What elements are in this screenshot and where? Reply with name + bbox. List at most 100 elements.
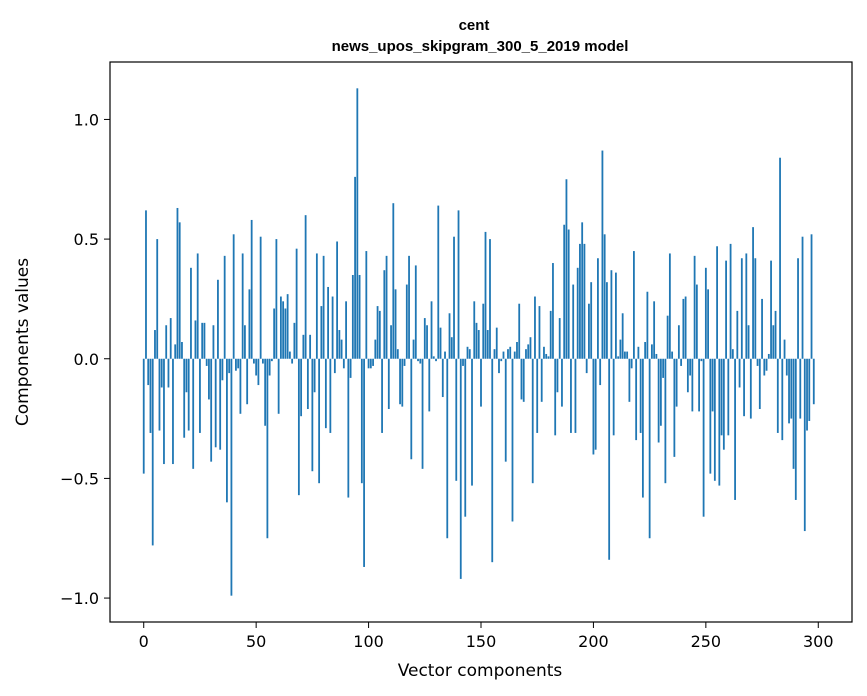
bar	[194, 320, 197, 359]
bar	[686, 358, 689, 393]
bar	[462, 358, 464, 366]
bar	[412, 339, 415, 359]
bar	[300, 358, 303, 417]
bar	[345, 301, 347, 359]
bar	[540, 358, 543, 402]
bar	[145, 210, 147, 359]
bar	[196, 253, 199, 359]
bar	[253, 358, 255, 364]
bar	[709, 358, 712, 474]
bar	[626, 351, 629, 359]
bar	[149, 358, 152, 433]
bar	[635, 358, 638, 441]
bar	[457, 210, 460, 359]
bar	[624, 351, 626, 359]
bar	[437, 205, 440, 359]
bar	[534, 296, 536, 359]
x-tick-label: 300	[803, 632, 834, 651]
bar	[767, 353, 770, 359]
bar	[428, 358, 431, 412]
bar	[758, 358, 761, 410]
bar	[511, 358, 514, 522]
bar	[329, 358, 332, 433]
bar	[810, 234, 813, 359]
bar	[792, 358, 795, 469]
bar	[475, 322, 478, 359]
bar	[617, 356, 620, 359]
bar	[288, 351, 291, 359]
bar	[151, 358, 154, 546]
bar	[572, 284, 575, 359]
bar	[693, 255, 696, 359]
plot-area-frame	[109, 61, 853, 623]
bar	[633, 251, 635, 359]
bar	[790, 358, 793, 419]
bar	[527, 344, 530, 359]
bar	[671, 351, 674, 359]
bar	[185, 358, 188, 393]
bar	[259, 236, 262, 359]
bar	[181, 342, 183, 359]
bar	[237, 358, 240, 369]
bar	[302, 334, 305, 359]
bar	[608, 358, 611, 560]
bar	[486, 330, 489, 359]
bar	[192, 358, 195, 469]
bar	[722, 358, 725, 450]
bar	[668, 253, 671, 359]
bar	[459, 358, 462, 579]
bar	[772, 325, 775, 359]
bar	[336, 241, 338, 359]
bar	[700, 358, 703, 362]
bar	[221, 358, 224, 381]
bar	[489, 239, 491, 359]
bar	[585, 358, 588, 374]
bar	[360, 358, 363, 484]
bar	[390, 325, 392, 359]
bar	[615, 272, 617, 359]
bar	[219, 358, 222, 450]
x-tick-label: 150	[466, 632, 497, 651]
bar	[657, 358, 660, 443]
bar	[702, 358, 705, 517]
bar	[165, 325, 168, 359]
y-axis-ticks: −1.0 −0.5 0.0 0.5 1.0	[60, 110, 110, 608]
bar	[603, 234, 606, 359]
bar	[522, 358, 525, 402]
bar	[268, 358, 271, 376]
x-tick-label: 0	[139, 632, 149, 651]
bar	[500, 358, 503, 362]
bar	[396, 349, 399, 359]
bar	[799, 358, 802, 419]
bar	[518, 303, 521, 359]
bar	[212, 325, 215, 359]
bar	[217, 279, 219, 359]
bar	[720, 358, 723, 436]
bar	[765, 358, 768, 371]
bar	[178, 222, 181, 359]
bar	[387, 358, 390, 410]
bar	[163, 358, 165, 465]
bar	[275, 239, 278, 359]
bar	[356, 88, 359, 359]
bar	[331, 296, 334, 359]
bar	[410, 358, 413, 460]
bar	[734, 358, 736, 500]
bar	[785, 358, 788, 376]
bar-series	[142, 88, 815, 596]
bar	[558, 318, 561, 359]
bar	[376, 306, 379, 359]
bar	[588, 303, 590, 359]
bar	[286, 294, 289, 359]
bar	[567, 229, 570, 359]
bar	[372, 358, 374, 366]
bar	[405, 284, 408, 359]
bar	[322, 255, 325, 359]
bar	[576, 267, 579, 359]
bar	[803, 358, 806, 532]
bar	[255, 358, 258, 376]
bar	[644, 342, 647, 359]
bar	[315, 253, 318, 359]
bar	[574, 358, 577, 433]
bar	[232, 234, 235, 359]
